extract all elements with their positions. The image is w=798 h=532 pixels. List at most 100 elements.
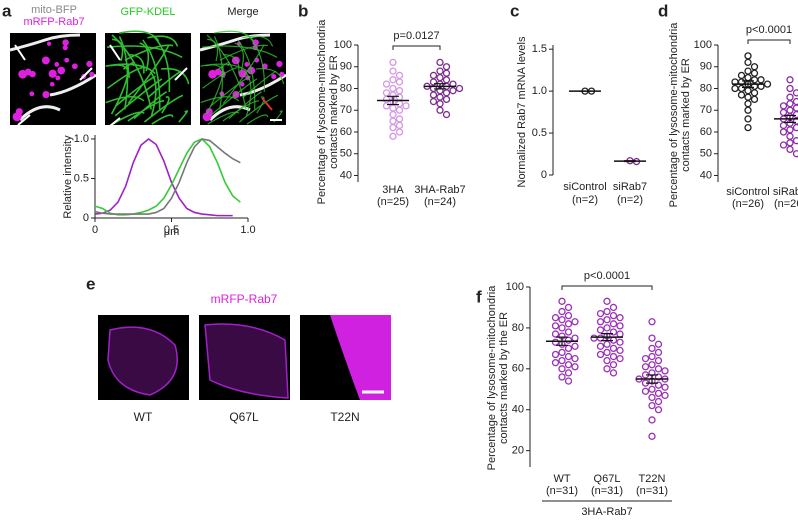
data-point <box>566 329 572 335</box>
y-tick-label: 50 <box>700 148 712 160</box>
lysosome <box>25 69 32 76</box>
channel-label: mRFP-Rab7 <box>23 16 84 28</box>
data-point <box>397 116 403 122</box>
data-point <box>437 75 443 81</box>
data-point <box>553 339 559 345</box>
data-point <box>390 85 396 91</box>
data-point <box>745 107 751 113</box>
data-point <box>598 311 604 317</box>
lysosome <box>47 42 51 46</box>
channel-label: mito-BFP <box>31 4 77 16</box>
data-point <box>643 364 649 370</box>
data-point <box>437 59 443 65</box>
y-tick-label: 80 <box>340 82 352 94</box>
data-point <box>662 392 668 398</box>
lysosome <box>63 45 68 50</box>
data-point <box>604 358 610 364</box>
lysosome <box>271 74 276 79</box>
data-point <box>656 366 662 372</box>
y-axis-label: Percentage of lysosome-mitochondria <box>316 19 328 205</box>
data-point <box>617 315 623 321</box>
data-point <box>752 96 758 102</box>
data-point <box>656 399 662 405</box>
y-tick-label: 1.0 <box>532 85 547 97</box>
lysosome <box>17 113 22 118</box>
data-point <box>572 356 578 362</box>
x-tick-label: 3HA-Rab7 <box>414 184 465 196</box>
data-point <box>617 323 623 329</box>
channel-label: Merge <box>227 6 258 18</box>
y-tick-label: 80 <box>512 322 524 334</box>
data-point <box>566 321 572 327</box>
data-point <box>794 105 798 111</box>
lysosome <box>42 57 50 65</box>
data-point <box>553 331 559 337</box>
data-point <box>732 85 738 91</box>
p-value: p<0.0001 <box>584 270 630 282</box>
data-point <box>397 107 403 113</box>
data-point <box>611 370 617 376</box>
y-tick-label: 60 <box>340 126 352 138</box>
data-point <box>656 349 662 355</box>
data-point <box>656 390 662 396</box>
data-point <box>787 94 793 100</box>
y-tick-label: 1.5 <box>532 43 547 55</box>
n-label: (n=31) <box>591 485 623 497</box>
y-tick-label: 50 <box>340 148 352 160</box>
x-tick-label: Q67L <box>594 473 621 485</box>
data-point <box>559 309 565 315</box>
data-point <box>572 364 578 370</box>
y-axis-label: Percentage of lysosome-mitochondria <box>668 22 680 208</box>
data-point <box>739 85 745 91</box>
panel-label: e <box>86 274 95 293</box>
y-tick-label: 100 <box>506 281 524 293</box>
data-point <box>611 362 617 368</box>
lysosome <box>215 69 222 76</box>
data-point <box>752 70 758 76</box>
data-point <box>781 129 787 135</box>
data-point <box>787 146 793 152</box>
data-point <box>649 417 655 423</box>
data-point <box>390 59 396 65</box>
data-point <box>649 403 655 409</box>
data-point <box>794 112 798 118</box>
y-axis-label: Relative intensity <box>62 135 74 219</box>
lysosome <box>55 75 60 80</box>
data-point <box>787 133 793 139</box>
data-point <box>604 325 610 331</box>
condition-label: WT <box>134 410 153 424</box>
y-tick-label: 90 <box>700 61 712 73</box>
x-tick-label: 1.0 <box>240 224 255 236</box>
data-point <box>566 345 572 351</box>
data-point <box>390 112 396 118</box>
y-tick-label: 0 <box>83 212 89 224</box>
data-point <box>604 341 610 347</box>
data-point <box>745 68 751 74</box>
data-point <box>604 309 610 315</box>
lysosome <box>244 62 249 67</box>
data-point <box>444 70 450 76</box>
data-point <box>444 96 450 102</box>
lysosome <box>276 61 282 67</box>
x-axis-label: μm <box>164 226 180 238</box>
significance-bracket <box>748 40 790 44</box>
data-point <box>384 103 390 109</box>
lysosome <box>50 82 55 87</box>
data-point <box>390 105 396 111</box>
data-point <box>437 101 443 107</box>
data-point <box>553 315 559 321</box>
x-tick-label: siRab7 <box>773 186 798 198</box>
data-point <box>559 325 565 331</box>
data-point <box>649 319 655 325</box>
data-point <box>390 125 396 131</box>
n-label: (n=31) <box>636 485 668 497</box>
y-tick-label: 60 <box>512 363 524 375</box>
data-point <box>745 75 751 81</box>
data-point <box>745 59 751 65</box>
data-point <box>649 345 655 351</box>
x-tick-label: siControl <box>726 186 769 198</box>
data-point <box>781 109 787 115</box>
data-point <box>617 347 623 353</box>
data-point <box>787 101 793 107</box>
